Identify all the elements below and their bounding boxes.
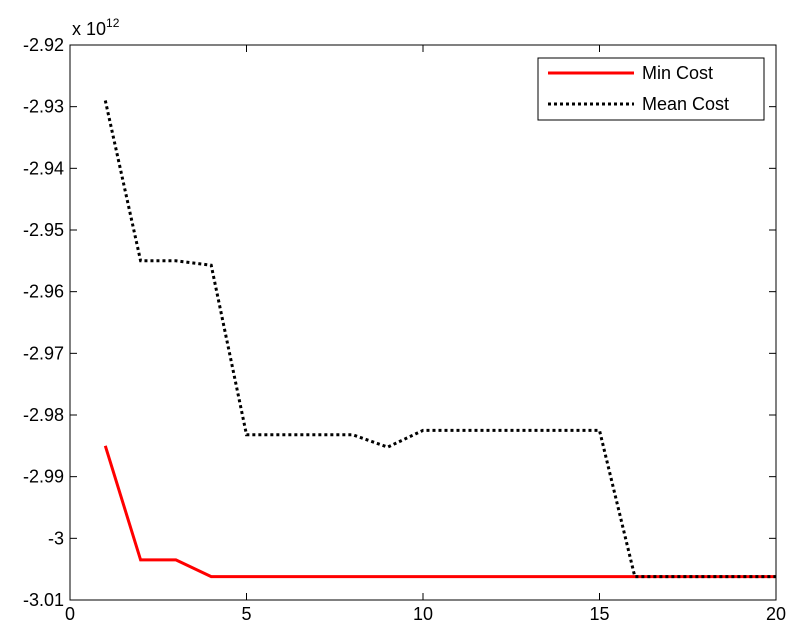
y-tick-label: -2.92 [23, 35, 64, 55]
y-tick-label: -2.99 [23, 467, 64, 487]
y-tick-label: -2.94 [23, 158, 64, 178]
legend-label-min-cost: Min Cost [642, 63, 713, 83]
y-tick-label: -2.98 [23, 405, 64, 425]
legend-label-mean-cost: Mean Cost [642, 94, 729, 114]
x-tick-label: 10 [413, 604, 433, 624]
legend-box [537, 57, 765, 121]
plot-area [69, 44, 777, 601]
legend: Min Cost Mean Cost [537, 57, 765, 121]
y-multiplier: x 1012 [72, 16, 120, 39]
y-tick-label: -2.93 [23, 97, 64, 117]
series-line-mean-cost [103, 100, 776, 579]
y-tick-label: -2.95 [23, 220, 64, 240]
tick-labels: 0 5 10 15 20 -2.92 -2.93 -2.94 -2.95 -2.96 -2.97 -2… [23, 35, 786, 624]
y-tick-label: -2.96 [23, 282, 64, 302]
x-tick-label: 0 [65, 604, 75, 624]
y-tick-label: -2.97 [23, 343, 64, 363]
x-tick-label: 20 [766, 604, 786, 624]
x-tick-label: 15 [589, 604, 609, 624]
series-lines [103, 100, 776, 579]
y-tick-label: -3.01 [23, 590, 64, 610]
x-tick-label: 5 [241, 604, 251, 624]
ticks [69, 44, 777, 601]
series-line-min-cost [103, 445, 776, 579]
y-tick-label: -3 [48, 528, 64, 548]
